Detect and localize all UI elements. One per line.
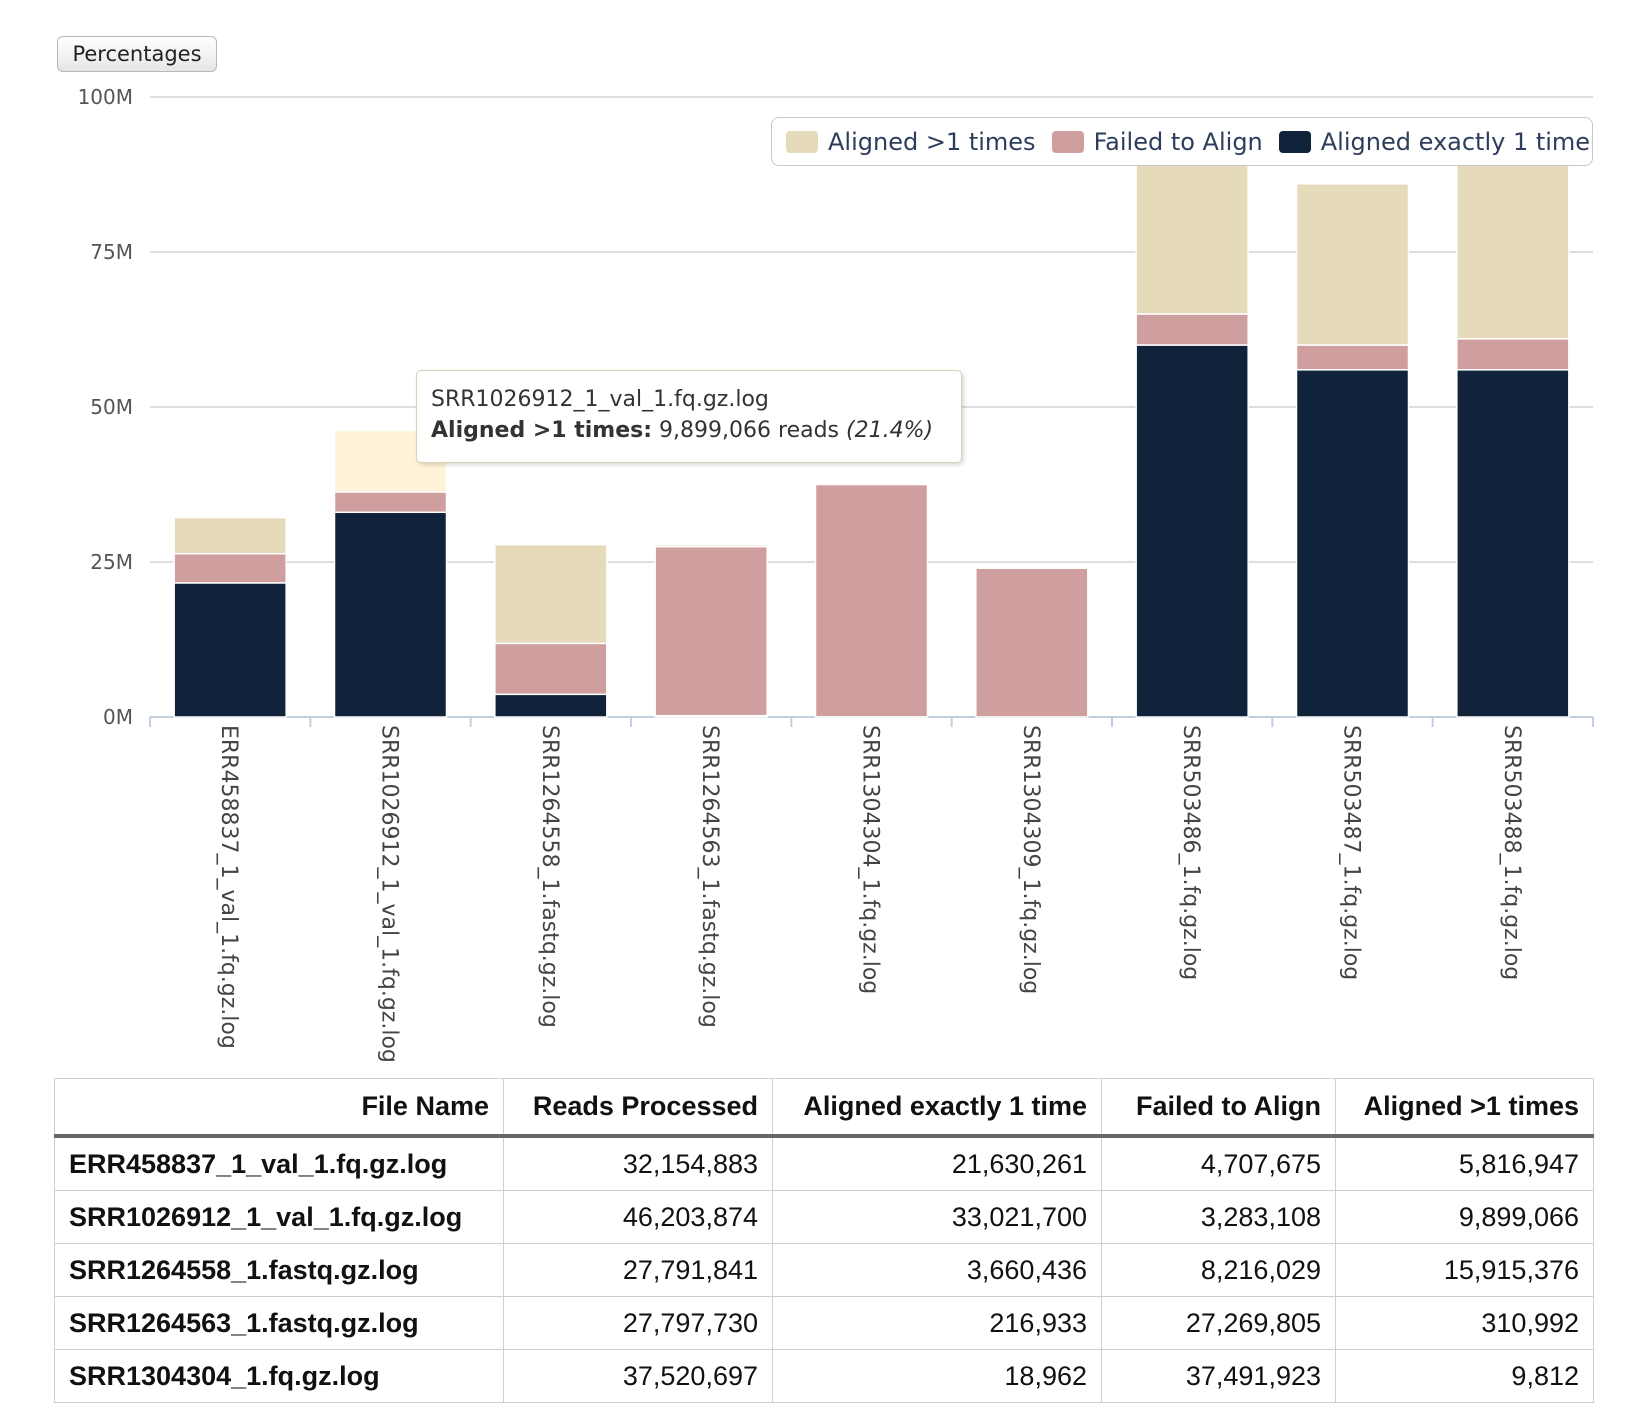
- bar-segment: [814, 483, 929, 718]
- percentages-button[interactable]: Percentages: [57, 36, 217, 72]
- cell-aligned-once: 18,962: [772, 1349, 1102, 1403]
- cell-file-name: SRR1264558_1.fastq.gz.log: [54, 1243, 504, 1297]
- y-tick-label: 0M: [103, 705, 133, 729]
- legend-item-aligned-multi[interactable]: Aligned >1 times: [786, 128, 1036, 156]
- cell-failed: 8,216,029: [1101, 1243, 1336, 1297]
- table-row: SRR1264563_1.fastq.gz.log 27,797,730 216…: [54, 1296, 1594, 1350]
- cell-reads: 46,203,874: [503, 1190, 773, 1244]
- cell-file-name: SRR1026912_1_val_1.fq.gz.log: [54, 1190, 504, 1244]
- tooltip-series: Aligned >1 times:: [431, 418, 653, 443]
- x-tick-label: SRR503488_1.fq.gz.log: [1499, 725, 1524, 980]
- cell-aligned-once: 216,933: [772, 1296, 1102, 1350]
- legend-label: Failed to Align: [1093, 127, 1263, 156]
- table-row: SRR1264558_1.fastq.gz.log 27,791,841 3,6…: [54, 1243, 1594, 1297]
- cell-aligned-once: 33,021,700: [772, 1190, 1102, 1244]
- header-file-name[interactable]: File Name: [54, 1078, 504, 1138]
- cell-reads: 37,520,697: [503, 1349, 773, 1403]
- y-tick-label: 25M: [90, 550, 133, 574]
- table-header-row: File Name Reads Processed Aligned exactl…: [54, 1078, 1594, 1138]
- header-aligned-once[interactable]: Aligned exactly 1 time: [772, 1078, 1102, 1138]
- y-tick-label: 50M: [90, 395, 133, 419]
- results-table: File Name Reads Processed Aligned exactl…: [54, 1078, 1594, 1403]
- cell-aligned-multi: 310,992: [1335, 1296, 1594, 1350]
- cell-aligned-multi: 9,899,066: [1335, 1190, 1594, 1244]
- tooltip-percent: (21.4%): [846, 418, 934, 443]
- table-row: ERR458837_1_val_1.fq.gz.log 32,154,883 2…: [54, 1136, 1594, 1191]
- cell-aligned-once: 21,630,261: [772, 1136, 1102, 1191]
- bar-segment: [173, 552, 287, 584]
- cell-failed: 3,283,108: [1101, 1190, 1336, 1244]
- bar-segment: [1295, 369, 1410, 718]
- legend-item-aligned-once[interactable]: Aligned exactly 1 time: [1278, 127, 1591, 156]
- cell-aligned-multi: 5,816,947: [1335, 1136, 1594, 1191]
- bar-segment: [333, 491, 448, 514]
- bar-segment: [1295, 344, 1410, 371]
- cell-reads: 27,791,841: [503, 1243, 773, 1297]
- bar-segment: [494, 642, 608, 696]
- bar-segment: [1456, 338, 1570, 371]
- x-tick-label: ERR458837_1_val_1.fq.gz.log: [216, 725, 241, 1049]
- legend-swatch: [1278, 130, 1311, 153]
- cell-reads: 27,797,730: [503, 1296, 773, 1350]
- cell-failed: 27,269,805: [1101, 1296, 1336, 1350]
- cell-file-name: SRR1264563_1.fastq.gz.log: [54, 1296, 504, 1350]
- cell-file-name: SRR1304304_1.fq.gz.log: [54, 1349, 504, 1403]
- y-tick-label: 100M: [78, 85, 133, 109]
- bar-segment: [654, 545, 768, 717]
- tooltip-title: SRR1026912_1_val_1.fq.gz.log: [431, 387, 769, 412]
- cell-failed: 4,707,675: [1101, 1136, 1336, 1191]
- header-failed[interactable]: Failed to Align: [1101, 1078, 1336, 1138]
- x-tick-label: SRR1304304_1.fq.gz.log: [858, 725, 883, 994]
- x-tick-label: SRR1304309_1.fq.gz.log: [1018, 725, 1043, 994]
- bar-segment: [173, 516, 287, 555]
- y-tick-label: 75M: [90, 240, 133, 264]
- x-tick-label: SRR503487_1.fq.gz.log: [1339, 725, 1364, 980]
- x-tick-label: SRR1264563_1.fastq.gz.log: [697, 725, 722, 1028]
- bar-segment: [494, 693, 608, 718]
- header-aligned-multi[interactable]: Aligned >1 times: [1335, 1078, 1594, 1138]
- bar-segment: [1456, 369, 1570, 718]
- legend-label: Aligned >1 times: [828, 127, 1036, 156]
- tooltip-value: 9,899,066 reads: [659, 418, 840, 443]
- legend-swatch: [786, 130, 818, 153]
- bar-segment: [654, 543, 768, 548]
- legend-label: Aligned exactly 1 time: [1320, 127, 1591, 156]
- cell-aligned-once: 3,660,436: [772, 1243, 1102, 1297]
- table-row: SRR1304304_1.fq.gz.log 37,520,697 18,962…: [54, 1349, 1594, 1403]
- bar-segment: [173, 582, 287, 718]
- cell-failed: 37,491,923: [1101, 1349, 1336, 1403]
- stacked-bar-chart: 0M 25M 50M 75M 100M ERR458837_1_val_1.fq.gz.l…: [78, 85, 1594, 1063]
- x-tick-label: SRR1264558_1.fastq.gz.log: [537, 725, 562, 1028]
- bar-segment: [494, 543, 608, 645]
- x-tick-label: SRR503486_1.fq.gz.log: [1178, 725, 1203, 980]
- x-tick-label: SRR1026912_1_val_1.fq.gz.log: [377, 725, 402, 1063]
- cell-reads: 32,154,883: [503, 1136, 773, 1191]
- cell-file-name: ERR458837_1_val_1.fq.gz.log: [54, 1136, 504, 1191]
- legend-swatch: [1051, 130, 1084, 153]
- bar-segment: [1135, 344, 1249, 718]
- legend-item-failed[interactable]: Failed to Align: [1051, 127, 1263, 156]
- bar-segment: [1456, 152, 1570, 340]
- chart-tooltip: SRR1026912_1_val_1.fq.gz.log Aligned >1 …: [416, 370, 962, 463]
- bar-segment: [333, 511, 448, 718]
- table-row: SRR1026912_1_val_1.fq.gz.log 46,203,874 …: [54, 1190, 1594, 1244]
- bar-segment: [975, 567, 1089, 718]
- cell-aligned-multi: 9,812: [1335, 1349, 1594, 1403]
- chart-legend: Aligned >1 times Failed to Align Aligned…: [771, 117, 1593, 166]
- header-reads-processed[interactable]: Reads Processed: [503, 1078, 773, 1138]
- cell-aligned-multi: 15,915,376: [1335, 1243, 1594, 1297]
- bar-segment: [1295, 183, 1410, 346]
- bar-segment: [1135, 313, 1249, 346]
